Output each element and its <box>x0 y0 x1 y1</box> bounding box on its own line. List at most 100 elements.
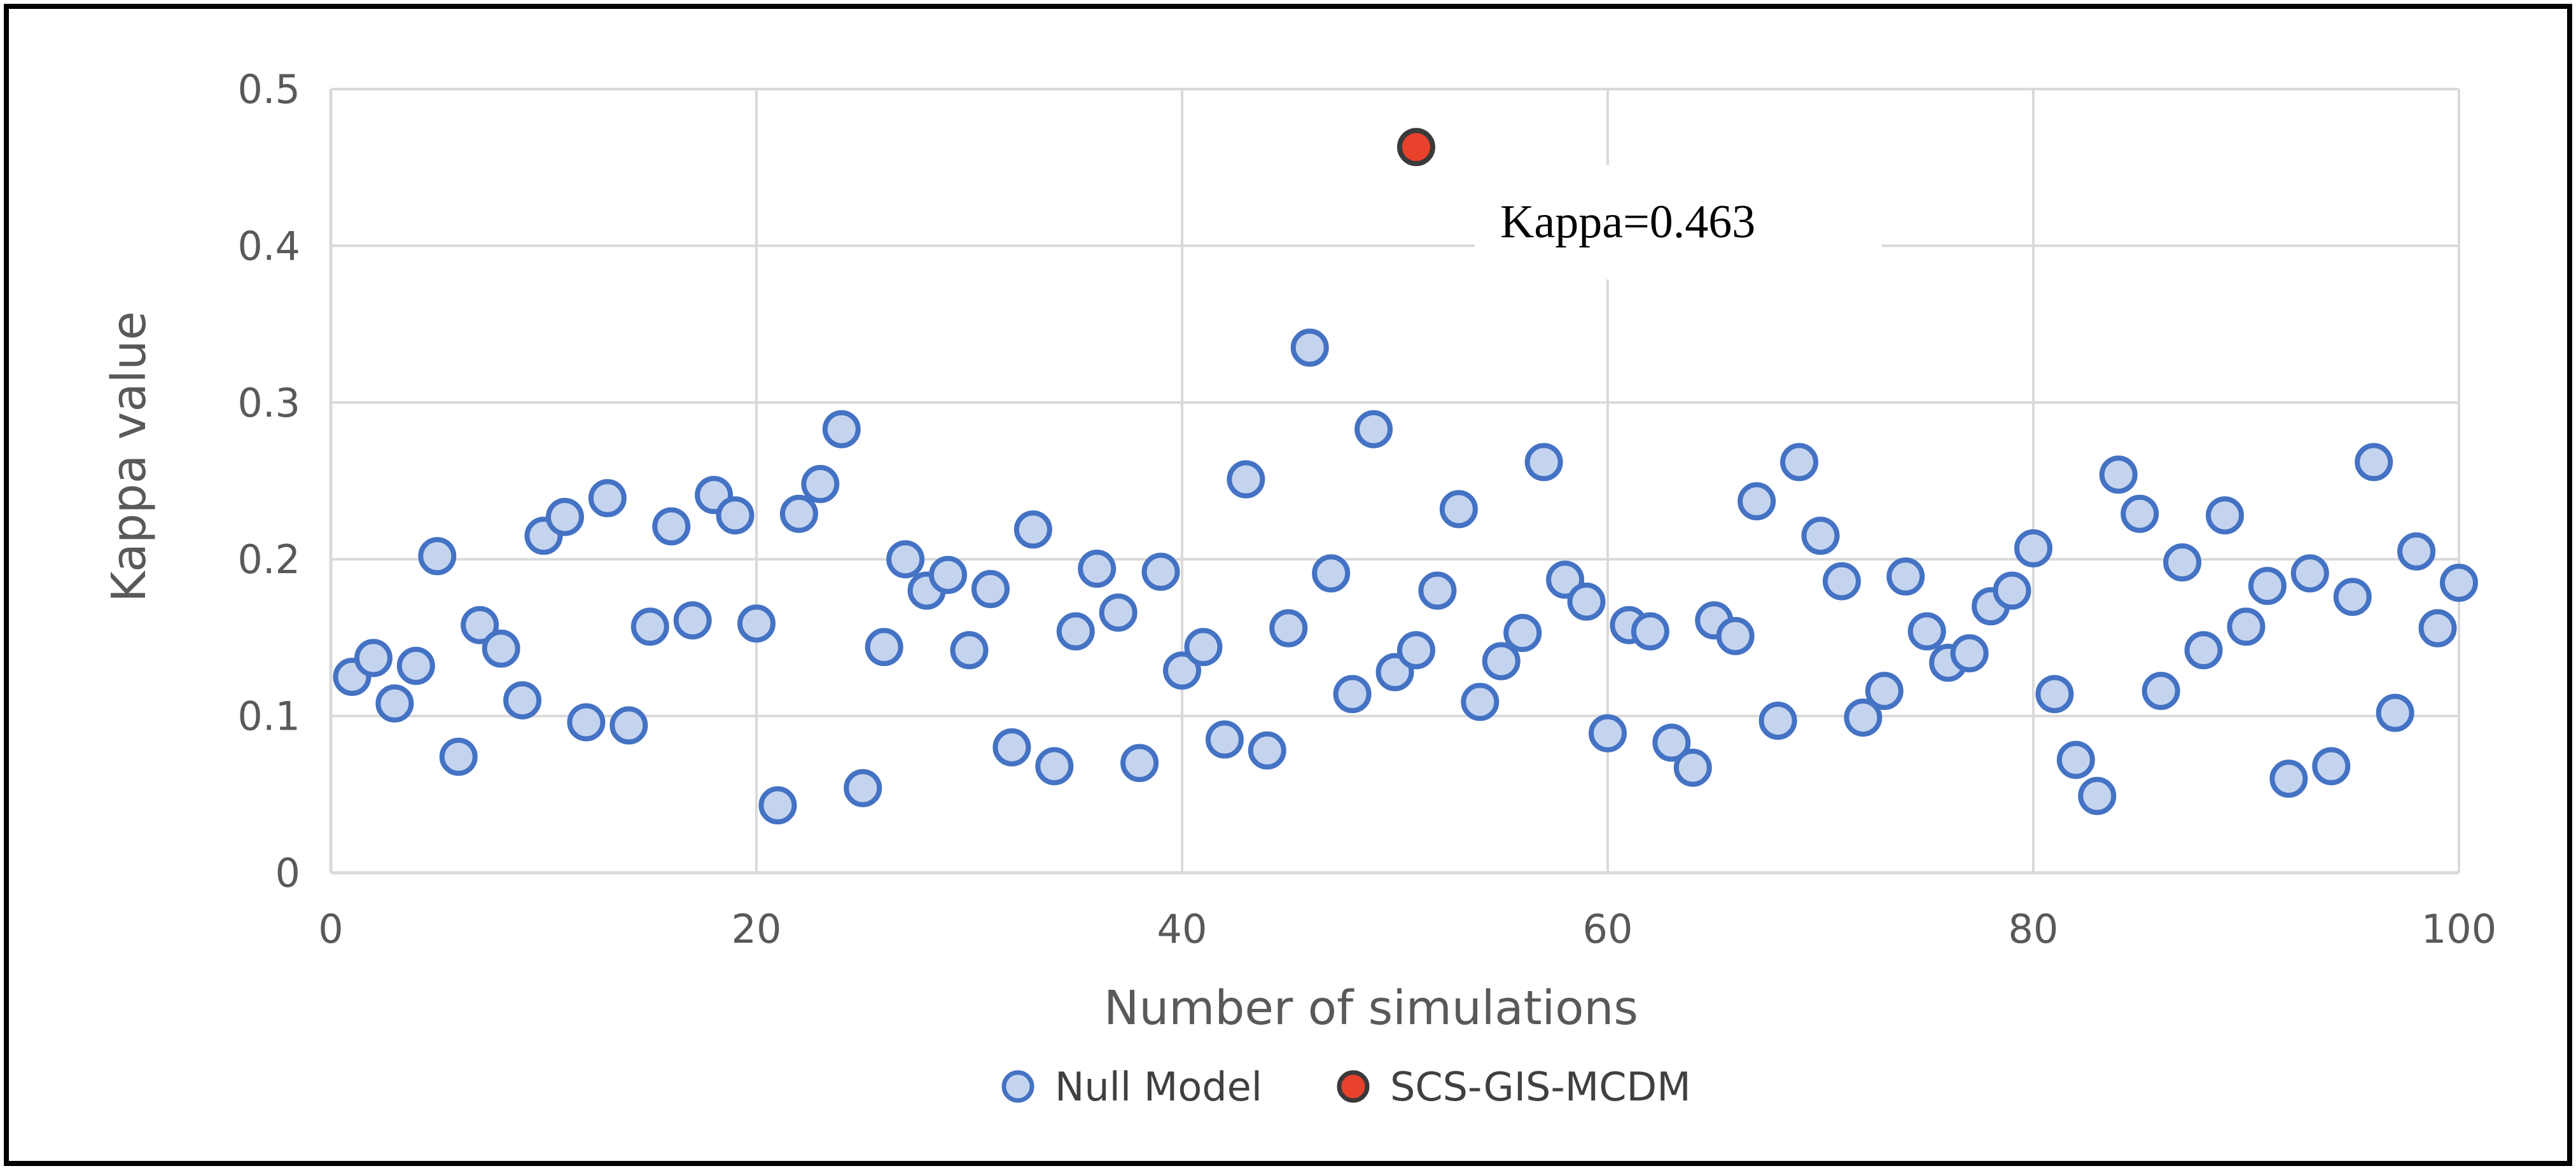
null-model-point <box>2163 543 2202 582</box>
null-model-point <box>418 537 457 576</box>
null-model-point <box>1354 410 1393 448</box>
null-model-point <box>1078 549 1117 588</box>
null-model-point <box>545 497 584 536</box>
null-model-point <box>1205 720 1244 759</box>
null-model-point <box>1567 582 1606 621</box>
null-model-point <box>758 786 797 825</box>
null-model-point <box>1780 443 1819 482</box>
null-model-point <box>1013 510 1052 549</box>
legend-marker <box>1001 1070 1034 1103</box>
y-tick-label: 0.2 <box>237 536 300 583</box>
y-axis-title: Kappa value <box>102 311 157 602</box>
null-model-point <box>929 555 968 594</box>
null-model-point <box>1865 672 1904 711</box>
null-model-point <box>992 728 1031 767</box>
null-model-point <box>844 768 882 807</box>
null-model-point <box>2418 609 2457 648</box>
null-model-point <box>354 639 393 677</box>
null-model-point <box>1822 562 1861 600</box>
null-model-point <box>1141 552 1180 591</box>
null-model-point <box>1886 557 1925 596</box>
null-model-point <box>2333 578 2372 616</box>
null-model-point <box>1716 616 1755 655</box>
annotation-background <box>1474 165 1882 280</box>
y-tick-label: 0.5 <box>237 66 300 113</box>
null-model-point <box>2227 607 2266 646</box>
null-model-point <box>503 681 542 719</box>
null-model-point <box>2078 777 2117 816</box>
legend-label: SCS-GIS-MCDM <box>1390 1064 1691 1110</box>
null-model-point <box>2035 675 2074 714</box>
legend-marker <box>1337 1070 1370 1103</box>
null-model-point <box>2376 693 2414 732</box>
gridlines <box>331 88 2460 873</box>
null-model-point <box>396 646 435 685</box>
legend-null-model: Null Model <box>1001 1064 1262 1110</box>
x-tick-label: 100 <box>2421 906 2496 952</box>
null-model-point <box>1163 651 1201 690</box>
null-model-point <box>1333 675 1372 714</box>
null-model-point <box>1439 490 1478 529</box>
null-model-point <box>1120 744 1159 782</box>
null-model-point <box>439 737 478 776</box>
null-model-point <box>1248 731 1286 770</box>
null-model-point <box>1099 593 1138 632</box>
legend: Null Model SCS-GIS-MCDM <box>1001 1064 1691 1110</box>
null-model-point <box>2120 494 2159 533</box>
null-model-point <box>588 479 627 518</box>
x-tick-label: 40 <box>1157 906 1208 952</box>
null-model-point <box>652 507 691 546</box>
null-model-point <box>801 464 840 503</box>
x-tick-label: 80 <box>2009 906 2059 952</box>
series-scs-gis-mcdm <box>1396 128 1435 167</box>
null-model-point <box>950 631 989 670</box>
legend-label: Null Model <box>1055 1064 1262 1110</box>
null-model-point <box>2397 532 2436 571</box>
null-model-point <box>1503 614 1542 653</box>
null-model-point <box>1950 634 1989 673</box>
null-model-point <box>1631 612 1669 651</box>
null-model-point <box>1758 701 1797 740</box>
null-model-point <box>2206 496 2245 535</box>
null-model-point <box>1482 642 1521 681</box>
x-tick-label: 0 <box>318 906 343 952</box>
x-axis-title: Number of simulations <box>1104 981 1638 1036</box>
null-model-point <box>375 684 414 723</box>
tick-labels: 0 0.1 0.2 0.3 0.4 0.5 0 20 40 60 80 100 <box>237 66 2496 952</box>
null-model-point <box>1673 748 1712 787</box>
null-model-point <box>865 628 903 667</box>
null-model-point <box>1418 571 1457 610</box>
annotation-label: Kappa=0.463 <box>1500 196 1755 248</box>
annotations: Kappa=0.463 <box>1474 165 1882 280</box>
outer-frame <box>4 4 2572 1166</box>
null-model-point <box>2355 443 2393 482</box>
null-model-point <box>2290 554 2329 593</box>
null-model-point <box>609 706 648 745</box>
null-model-point <box>1396 631 1435 670</box>
scs-gis-mcdm-point <box>1396 128 1435 167</box>
null-model-point <box>1461 683 1500 721</box>
null-model-point <box>779 494 818 533</box>
null-model-point <box>482 629 520 668</box>
null-model-point <box>1056 612 1095 651</box>
null-model-point <box>1993 571 2031 610</box>
null-model-point <box>1907 612 1946 651</box>
null-model-point <box>1290 328 1329 367</box>
null-model-point <box>2248 567 2287 606</box>
null-model-point <box>1312 554 1351 593</box>
null-model-point <box>1035 747 1074 786</box>
null-model-point <box>2312 747 2351 786</box>
null-model-point <box>673 601 712 640</box>
x-tick-label: 60 <box>1583 906 1633 952</box>
null-model-point <box>2184 631 2223 670</box>
null-model-point <box>2440 564 2478 602</box>
null-model-point <box>886 540 925 579</box>
null-model-point <box>2014 529 2052 567</box>
null-model-point <box>2141 672 2180 711</box>
null-model-point <box>2056 740 2095 779</box>
null-model-point <box>1801 517 1840 555</box>
null-model-point <box>567 703 606 742</box>
axes <box>329 89 2459 875</box>
null-model-point <box>1184 628 1223 667</box>
